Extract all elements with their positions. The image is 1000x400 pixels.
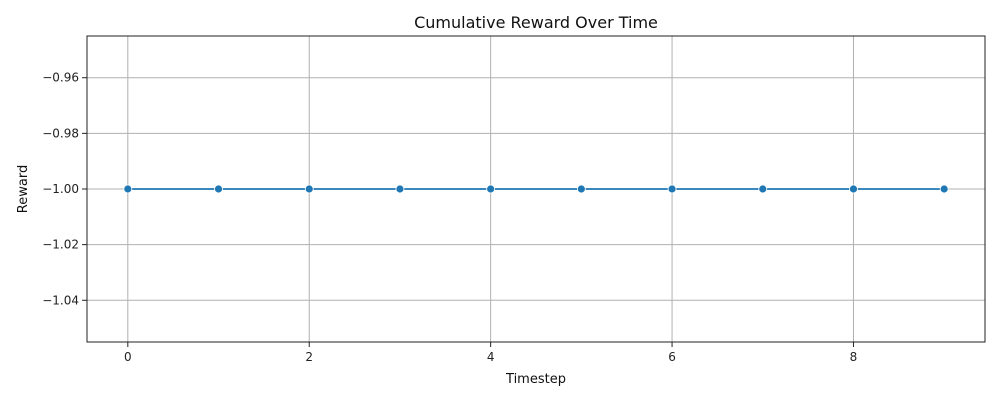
chart-title: Cumulative Reward Over Time [414,13,658,32]
x-axis: 0 2 4 6 8 [124,342,857,364]
x-tick-label: 6 [668,350,676,364]
x-tick-label: 0 [124,350,132,364]
data-point [214,184,223,194]
data-point [486,184,496,194]
x-axis-title: Timestep [505,372,566,387]
x-tick-label: 2 [305,350,313,364]
data-point [667,184,677,194]
data-point [123,184,133,194]
y-tick-label: −1.02 [42,238,79,252]
x-tick-label: 8 [850,350,858,364]
data-point [395,184,405,194]
data-point [576,184,586,194]
data-point [758,184,768,194]
data-point [849,184,858,194]
data-point [304,184,314,194]
y-tick-label: −0.98 [42,126,79,140]
y-tick-label: −0.96 [42,71,79,85]
y-tick-label: −1.00 [42,182,79,196]
y-axis-title: Reward [16,165,31,213]
x-tick-label: 4 [487,350,495,364]
data-point [939,184,949,194]
y-axis: −0.96 −0.98 −1.00 −1.02 −1.04 [42,71,87,307]
y-tick-label: −1.04 [42,293,79,307]
series-group [123,184,949,194]
